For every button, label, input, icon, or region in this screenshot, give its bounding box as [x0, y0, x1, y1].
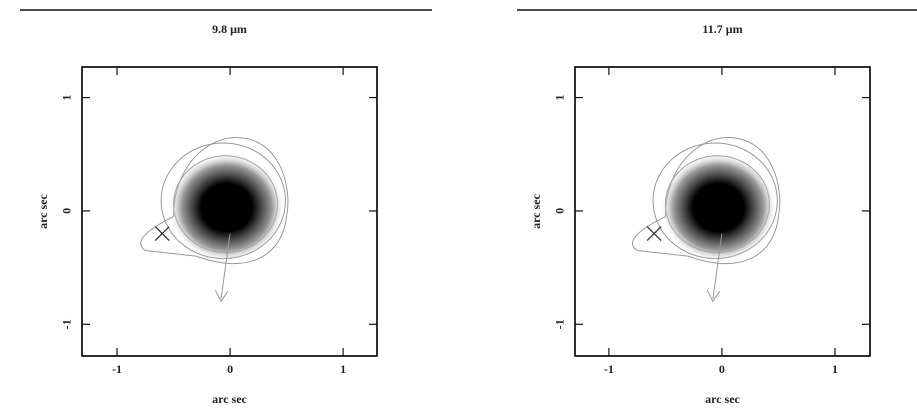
x-tick-label: 0	[719, 362, 725, 376]
x-axis-label: arc sec	[705, 392, 740, 406]
y-tick-label: -1	[553, 319, 567, 329]
x-tick-label: -1	[112, 362, 122, 376]
y-tick-label: 0	[60, 208, 74, 214]
figure: 9.8 μm -1 0 1 -1 0 1 arc sec arc sec 11.7 μm -1 0 1 -…	[0, 0, 917, 410]
y-axis-label: arc sec	[36, 193, 50, 228]
panel-title: 11.7 μm	[702, 22, 742, 36]
x-tick-label: 1	[340, 362, 346, 376]
y-tick-label: -1	[60, 319, 74, 329]
y-tick-label: 0	[553, 208, 567, 214]
panel-title: 9.8 μm	[212, 22, 247, 36]
panel: 9.8 μm -1 0 1 -1 0 1 arc sec arc sec	[36, 22, 377, 406]
y-axis-label: arc sec	[529, 193, 543, 228]
y-tick-label: 1	[60, 95, 74, 101]
y-tick-label: 1	[553, 95, 567, 101]
halo	[662, 154, 775, 260]
halo	[170, 154, 283, 260]
x-axis-label: arc sec	[212, 392, 247, 406]
x-tick-label: -1	[604, 362, 614, 376]
panel: 11.7 μm -1 0 1 -1 0 1 arc sec arc sec	[529, 22, 870, 406]
x-tick-label: 0	[227, 362, 233, 376]
x-tick-label: 1	[832, 362, 838, 376]
